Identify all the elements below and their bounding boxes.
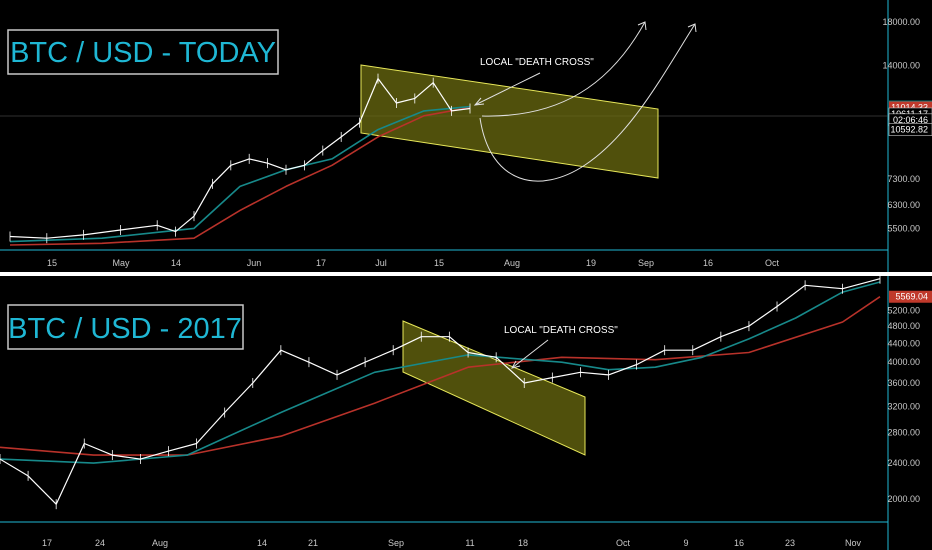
bottom-ma-fast-line xyxy=(0,281,881,464)
top-series-ma_slow xyxy=(9,106,471,246)
bottom-annotation-arrowhead xyxy=(510,360,521,369)
bottom-x-tick-label: Nov xyxy=(845,538,862,548)
bottom-y-tick-label: 4400.00 xyxy=(887,338,920,348)
top-x-ticks: 15 May 14 Jun 17 Jul 15 Aug 19 Sep 16 Oct xyxy=(47,258,780,268)
bottom-y-tick-label: 4000.00 xyxy=(887,357,920,367)
top-channel xyxy=(360,64,659,179)
bottom-annotation-pointer xyxy=(511,339,549,369)
top-y-tick-label: 14000.00 xyxy=(882,61,920,71)
bottom-title-box xyxy=(7,304,244,350)
top-x-tick-label: Jun xyxy=(247,258,262,268)
top-ma-slow-line xyxy=(9,106,471,246)
top-price-badge-label: 11014.33 xyxy=(891,102,928,112)
bottom-price-badge xyxy=(889,290,932,303)
panel-separator xyxy=(0,272,932,276)
bottom-x-tick-label: 21 xyxy=(308,538,318,548)
projection-arrow-2 xyxy=(479,23,696,182)
bottom-y-tick-label: 3200.00 xyxy=(887,401,920,411)
bottom-x-tick-label: 23 xyxy=(785,538,795,548)
top-chart-title: BTC / USD - TODAY xyxy=(10,37,276,69)
bottom-price-line xyxy=(0,273,881,510)
top-title-box xyxy=(7,29,279,75)
projection-arrowhead-1 xyxy=(637,21,647,31)
top-chart-panel: BTC / USD - TODAY LOCAL "DEATH CROSS" 15… xyxy=(7,17,932,268)
projection-arrowhead-2 xyxy=(687,23,697,33)
top-x-tick-label: 15 xyxy=(47,258,57,268)
bottom-x-tick-label: 16 xyxy=(734,538,744,548)
bottom-price-badge-label: 5569.04 xyxy=(895,292,928,302)
bottom-series-price xyxy=(0,278,881,505)
top-x-tick-label: Sep xyxy=(638,258,654,268)
top-x-tick-label: Oct xyxy=(765,258,780,268)
top-annotation-pointer xyxy=(474,72,541,106)
top-x-tick-label: May xyxy=(112,258,130,268)
bottom-annotation-label: LOCAL "DEATH CROSS" xyxy=(504,325,618,336)
bottom-x-tick-label: Oct xyxy=(616,538,631,548)
bottom-x-tick-label: 18 xyxy=(518,538,528,548)
bottom-y-tick-label: 2000.00 xyxy=(887,494,920,504)
top-x-tick-label: 16 xyxy=(703,258,713,268)
top-y-tick-label: 6300.00 xyxy=(887,200,920,210)
top-x-tick-label: 14 xyxy=(171,258,181,268)
top-x-tick-label: Jul xyxy=(375,258,387,268)
bottom-y-tick-label: 4800.00 xyxy=(887,321,920,331)
bottom-x-tick-label: 24 xyxy=(95,538,105,548)
bottom-y-ticks: 2000.00 2400.00 2800.00 3200.00 3600.00 4000.… xyxy=(887,305,920,504)
bottom-series-ma_fast xyxy=(0,281,881,464)
bottom-y-tick-label: 3600.00 xyxy=(887,378,920,388)
bottom-x-tick-label: Sep xyxy=(388,538,404,548)
top-x-tick-label: Aug xyxy=(504,258,520,268)
top-y-tick-label: 5500.00 xyxy=(887,223,920,233)
bottom-chart-title: BTC / USD - 2017 xyxy=(8,313,242,345)
bottom-price-badges: 5569.04 xyxy=(889,290,932,303)
bottom-x-ticks: 17 24 Aug 14 21 Sep 11 18 Oct 9 16 23 Nov xyxy=(42,538,862,548)
projection-arrow-1 xyxy=(481,21,646,117)
bottom-y-tick-label: 2400.00 xyxy=(887,458,920,468)
top-y-tick-label: 18000.00 xyxy=(882,17,920,27)
top-x-tick-label: 19 xyxy=(586,258,596,268)
top-y-ticks: 5500.00 6300.00 7300.00 14000.00 18000.00 xyxy=(882,17,920,233)
bottom-y-tick-label: 5200.00 xyxy=(887,305,920,315)
top-series-price xyxy=(9,77,471,239)
top-x-tick-label: 17 xyxy=(316,258,326,268)
bottom-x-tick-label: 14 xyxy=(257,538,267,548)
top-price-badge xyxy=(888,123,932,136)
bottom-x-tick-label: 17 xyxy=(42,538,52,548)
top-annotation-arrowhead xyxy=(473,97,485,106)
top-price-badge-label: 02:06:46 xyxy=(893,115,928,125)
top-y-tick-label: 7300.00 xyxy=(887,174,920,184)
bottom-x-tick-label: 9 xyxy=(683,538,688,548)
bottom-x-tick-label: 11 xyxy=(465,538,474,548)
top-price-line xyxy=(9,73,471,244)
bottom-channel xyxy=(402,320,586,456)
bottom-y-tick-label: 2800.00 xyxy=(887,428,920,438)
top-annotation-label: LOCAL "DEATH CROSS" xyxy=(480,57,594,68)
top-x-tick-label: 15 xyxy=(434,258,444,268)
top-price-badge-label: 10592.82 xyxy=(890,125,928,135)
bottom-chart-panel: BTC / USD - 2017 LOCAL "DEATH CROSS" 17 2… xyxy=(0,273,932,548)
bottom-x-tick-label: Aug xyxy=(152,538,168,548)
